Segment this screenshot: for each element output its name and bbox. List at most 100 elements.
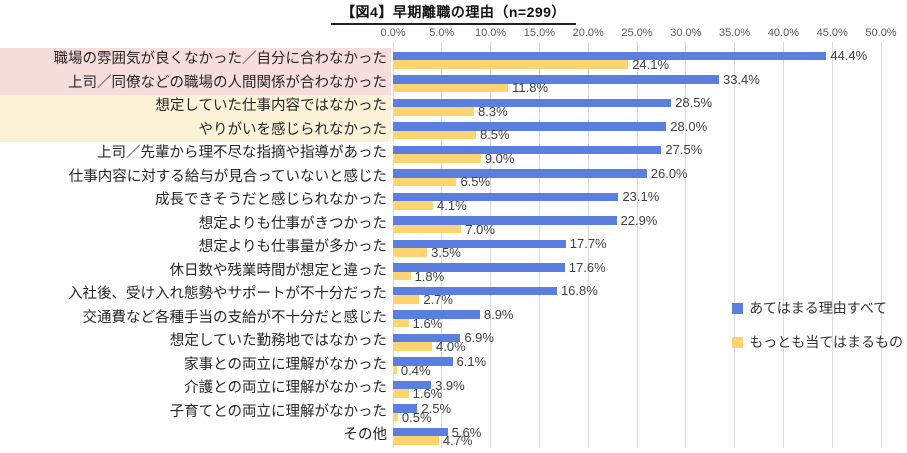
bar-all-reasons — [393, 51, 827, 61]
bar-top-reason — [393, 107, 474, 116]
bar-line: 3.5% — [393, 245, 881, 261]
category-label: その他 — [343, 427, 388, 444]
bar-all-reasons — [393, 122, 667, 131]
bar-line: 24.1% — [393, 58, 881, 71]
page-title: 【図4】早期離職の理由（n=299） — [331, 2, 576, 25]
x-axis-tick: 45.0% — [816, 27, 848, 39]
bar-line: 6.5% — [393, 175, 881, 188]
value-label: 7.0% — [465, 221, 495, 237]
gridline — [831, 42, 833, 448]
value-label: 23.1% — [622, 189, 660, 205]
bar-line: 1.6% — [393, 315, 881, 331]
bar-line: 44.4% — [393, 49, 881, 62]
bar-row: 33.4% 11.8% — [393, 72, 881, 96]
x-axis-tick: 40.0% — [767, 27, 799, 39]
x-axis-tick: 50.0% — [865, 27, 897, 39]
category-label: 介護との両立に理解がなかった — [184, 380, 387, 397]
value-label: 2.5% — [421, 401, 452, 417]
bar-line: 17.7% — [393, 237, 881, 250]
bar-line: 3.9% — [393, 379, 881, 392]
bar-line: 26.0% — [393, 167, 881, 180]
category-label: 交通費など各種手当の支給が不十分だと感じた — [82, 309, 388, 326]
bar-row: 2.5% 0.5% — [393, 401, 881, 425]
bar-all-reasons — [393, 310, 480, 319]
gridline — [782, 42, 784, 448]
category-label: やりがいを感じられなかった — [0, 118, 391, 143]
category-label: 想定していた勤務地ではなかった — [169, 333, 387, 350]
value-label: 1.6% — [412, 315, 443, 331]
x-axis: 0.0% 5.0% 10.0% 15.0% 20.0% 25.0% 30.0% 35.0% 40… — [380, 27, 896, 45]
gridline — [587, 42, 589, 448]
plot-area: あてはまる理由すべてもっとも当てはまるもの 44.4% 24.1% 33.4% 11.… — [392, 42, 903, 448]
x-axis-tick: 35.0% — [718, 27, 751, 39]
category-label: 家事との両立に理解がなかった — [184, 356, 387, 373]
bar-line: 8.3% — [393, 103, 881, 119]
category-label: 休日数や残業時間が想定と違った — [169, 262, 388, 279]
category-label: 想定していた仕事内容ではなかった — [0, 95, 391, 119]
bar-top-reason — [393, 60, 629, 69]
bar-all-reasons — [393, 427, 448, 437]
value-label: 0.5% — [401, 409, 432, 425]
legend-item: あてはまる理由すべて — [732, 298, 903, 318]
category-label: 仕事内容に対する給与が見合っていないと感じた — [68, 168, 387, 185]
bar-top-reason — [393, 412, 398, 422]
x-axis-tick: 30.0% — [670, 27, 702, 39]
legend-label: もっとも当てはまるもの — [749, 334, 903, 350]
value-label: 28.5% — [675, 95, 713, 111]
bar-row: 27.5% 9.0% — [393, 142, 881, 166]
bar-line: 7.0% — [393, 221, 881, 237]
bar-top-reason — [393, 83, 509, 93]
value-label: 4.7% — [442, 433, 473, 449]
value-label: 22.9% — [620, 212, 658, 228]
category-label: 子育てとの両立に理解がなかった — [169, 403, 387, 420]
bar-line: 11.8% — [393, 81, 881, 94]
bar-row: 44.4% 24.1% — [393, 48, 881, 72]
gridline — [880, 42, 882, 448]
bar-top-reason — [393, 295, 420, 304]
category-label: 上司／同僚などの職場の人間関係が合わなかった — [0, 71, 391, 96]
gridline — [734, 42, 736, 448]
value-label: 9.0% — [484, 150, 515, 166]
value-label: 27.5% — [665, 142, 703, 158]
bar-line: 22.9% — [393, 212, 881, 228]
bar-all-reasons — [393, 239, 566, 249]
bar-row: 17.7% 3.5% — [393, 236, 881, 260]
bar-line: 4.0% — [393, 340, 881, 353]
title-wrap: 【図4】早期離職の理由（n=299） — [0, 2, 907, 25]
value-label: 4.1% — [437, 197, 467, 213]
value-label: 6.9% — [464, 330, 494, 346]
legend-swatch-icon — [732, 336, 744, 348]
bar-line: 27.5% — [393, 142, 881, 158]
bar-all-reasons — [393, 286, 557, 296]
bar-row: 28.0% 8.5% — [393, 119, 881, 143]
bar-row: 8.9% 1.6% — [393, 307, 881, 331]
bar-line: 1.8% — [393, 270, 881, 283]
value-label: 0.4% — [400, 362, 431, 378]
bar-row: 22.9% 7.0% — [393, 213, 881, 237]
value-label: 5.6% — [451, 424, 482, 440]
value-label: 6.1% — [456, 354, 487, 369]
bar-top-reason — [393, 318, 409, 328]
value-label: 17.6% — [568, 259, 606, 275]
category-label: 成長できそうだと感じられなかった — [155, 192, 387, 209]
legend-item: もっとも当てはまるもの — [732, 332, 903, 352]
category-label: 想定よりも仕事量が多かった — [198, 239, 387, 256]
bar-line: 28.5% — [393, 95, 881, 111]
value-label: 3.5% — [431, 245, 461, 261]
bar-top-reason — [393, 224, 462, 234]
bar-row: 5.6% 4.7% — [393, 424, 881, 448]
gridline — [685, 42, 687, 448]
bar-all-reasons — [393, 380, 432, 390]
bar-row: 6.1% 0.4% — [393, 354, 881, 378]
value-label: 8.3% — [478, 103, 508, 119]
bar-top-reason — [393, 154, 481, 163]
bar-all-reasons — [393, 145, 662, 155]
bar-line: 0.4% — [393, 362, 881, 378]
x-axis-tick: 25.0% — [621, 27, 653, 39]
category-label: 職場の雰囲気が良くなかった／自分に合わなかった — [0, 48, 391, 72]
legend-swatch-icon — [732, 302, 744, 314]
x-axis-tick: 0.0% — [380, 27, 406, 39]
bar-line: 5.6% — [393, 424, 881, 440]
bar-all-reasons — [393, 192, 619, 202]
